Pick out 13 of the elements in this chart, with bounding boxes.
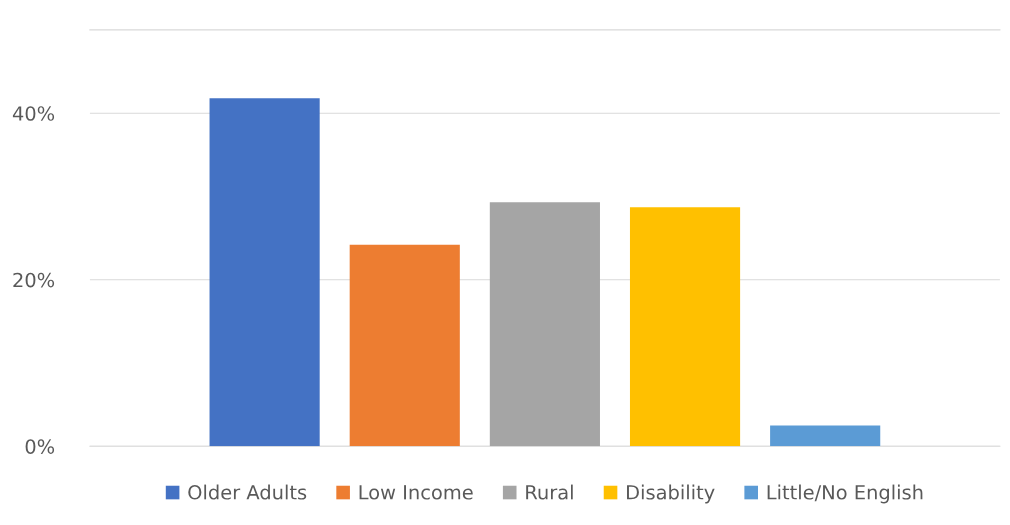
bar [349, 244, 460, 447]
legend-label: Low Income [359, 485, 473, 500]
legend-label: Older Adults [188, 484, 307, 500]
bar [209, 98, 320, 447]
y-tick-label: 40% [12, 106, 55, 121]
y-tick-label: 20% [13, 272, 55, 288]
legend-label: Disability [627, 484, 715, 504]
bar [770, 425, 881, 447]
legend-label: Little/No English [767, 484, 923, 504]
y-tick-label: 0% [25, 439, 55, 454]
legend-label: Rural [526, 484, 573, 500]
bar [629, 207, 741, 447]
bar [489, 202, 600, 447]
